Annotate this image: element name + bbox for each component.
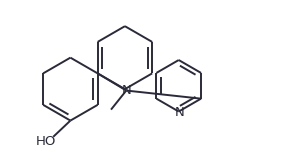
- Text: HO: HO: [35, 135, 56, 148]
- Text: N: N: [121, 84, 131, 97]
- Text: N: N: [175, 106, 185, 119]
